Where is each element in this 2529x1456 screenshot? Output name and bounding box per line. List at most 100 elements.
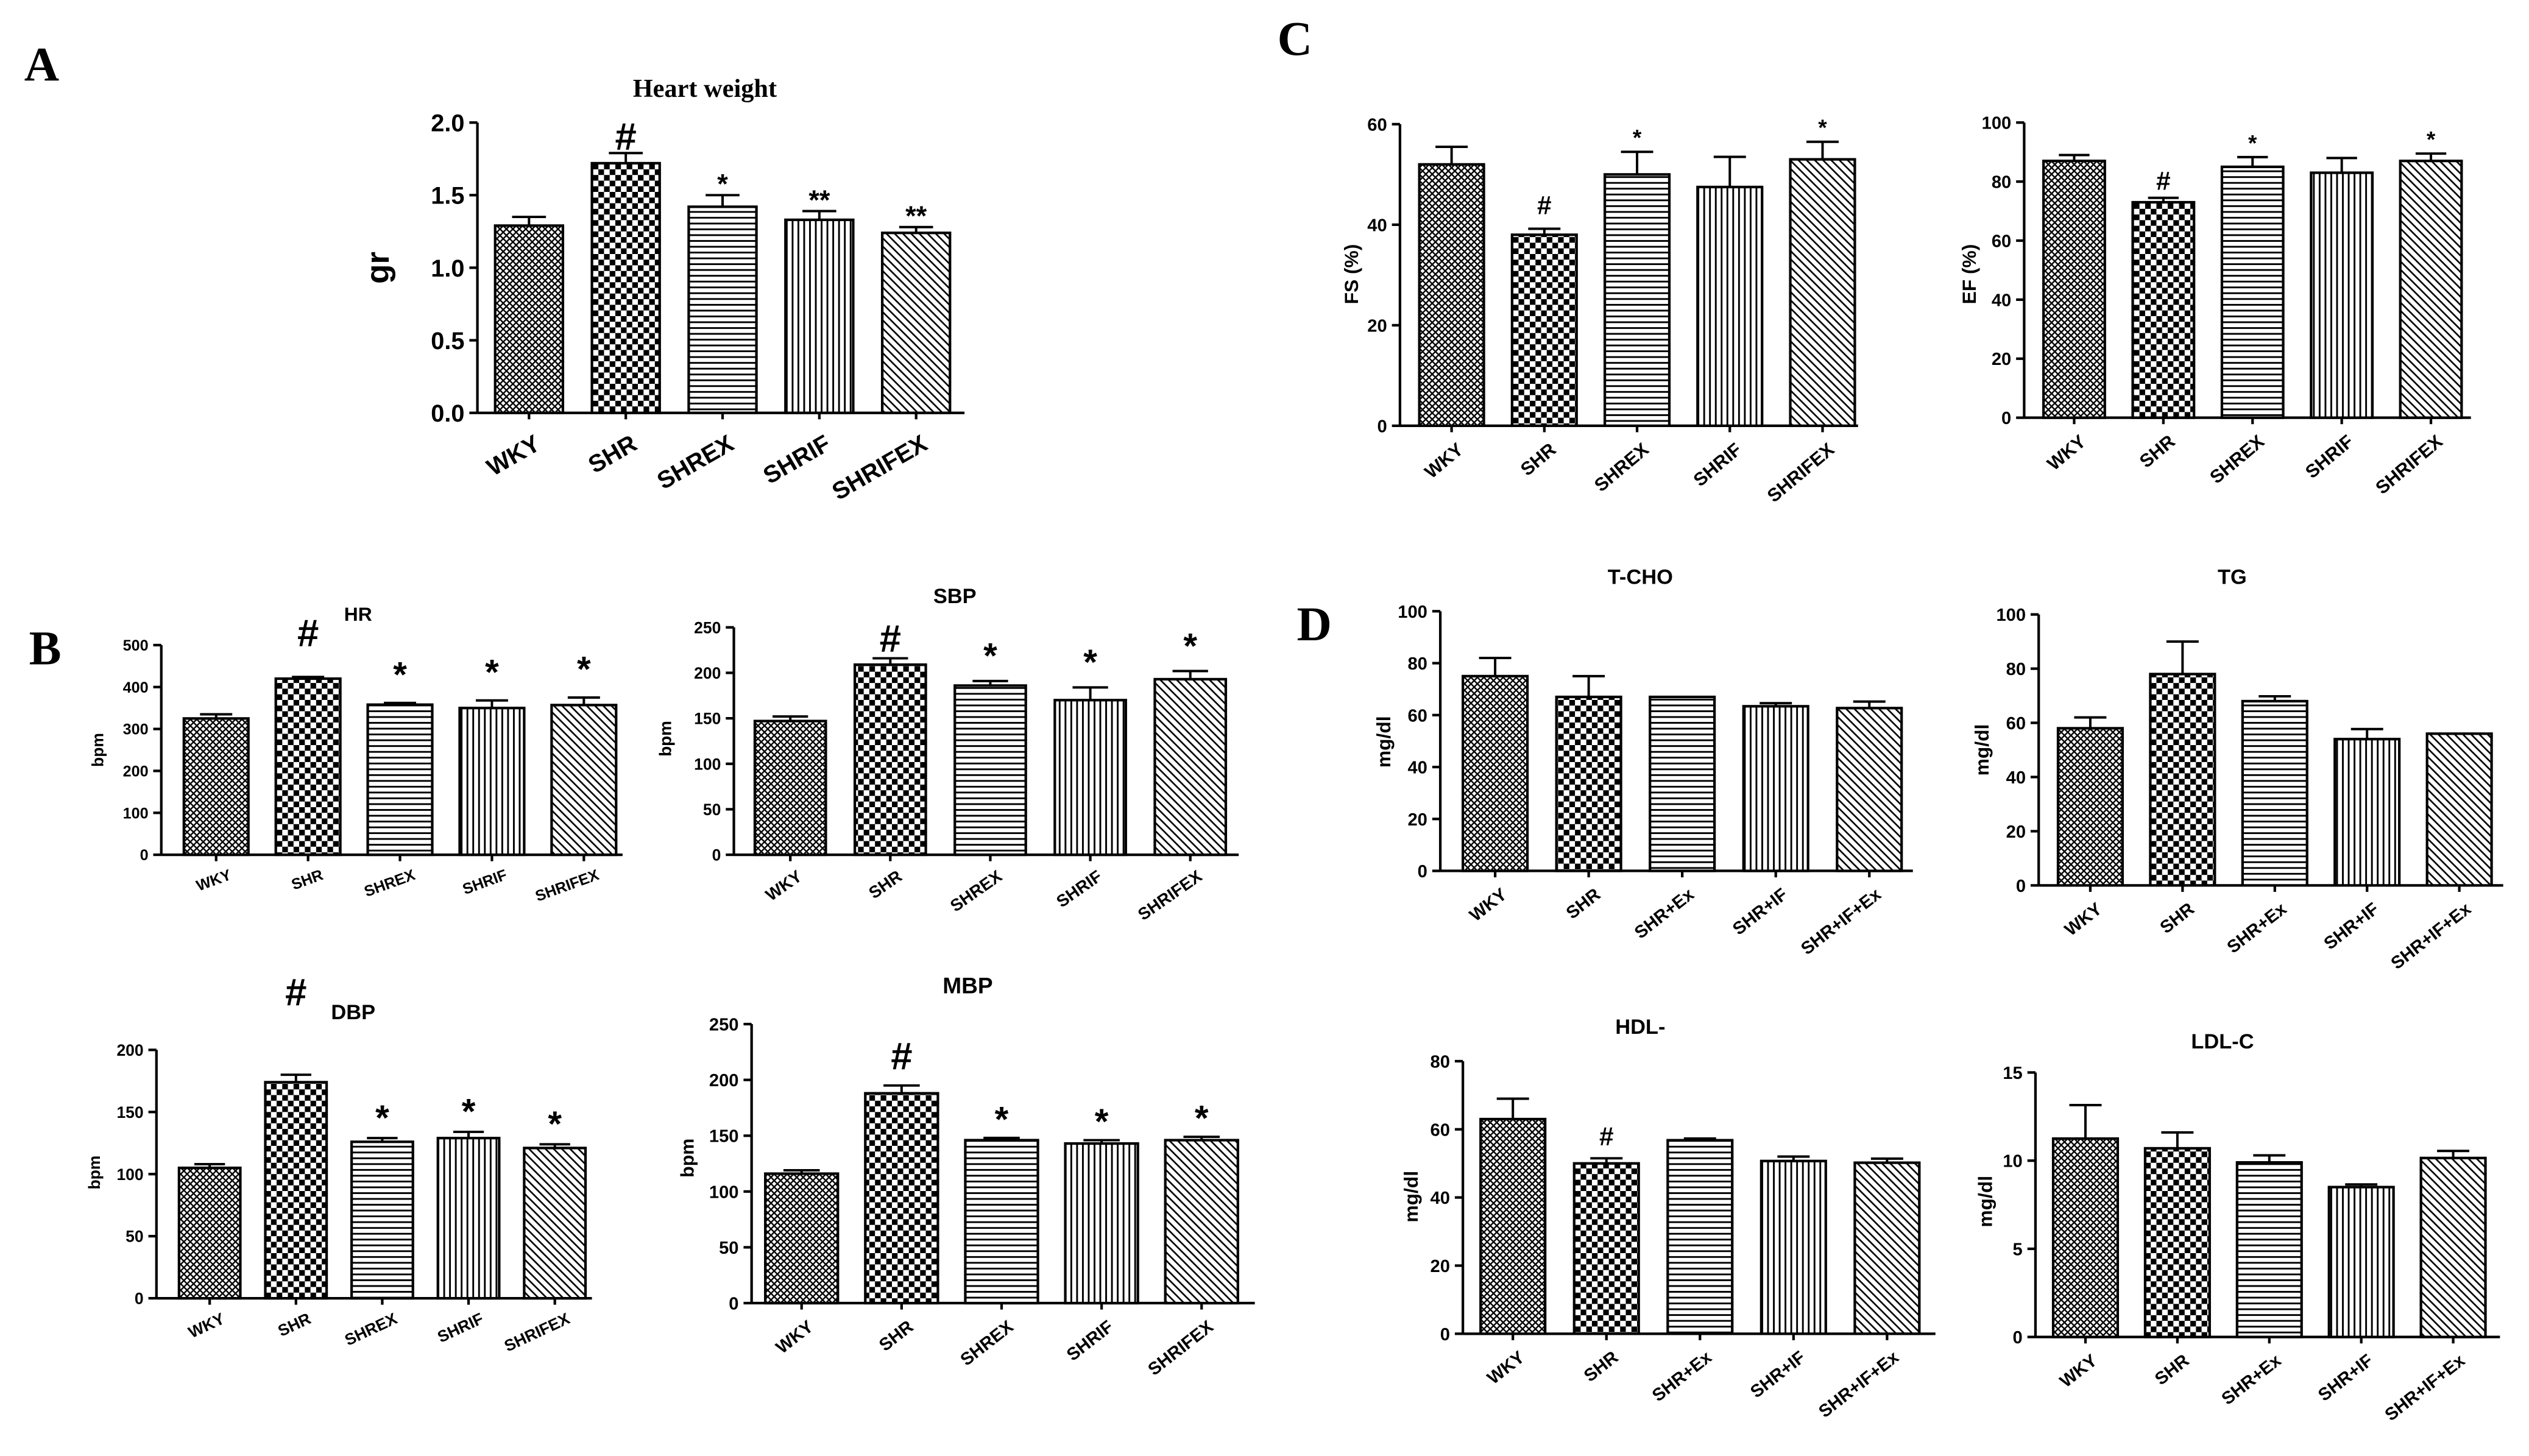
y-tick-label: 80 [2006, 660, 2026, 679]
bar-shrex [1603, 173, 1671, 428]
panel-label-c: C [1278, 12, 1312, 66]
chart-title: Heart weight [633, 74, 777, 103]
panel-label-a: A [24, 38, 59, 91]
error-bar [1528, 227, 1561, 235]
chart-title: DBP [331, 1001, 375, 1024]
error-bar [567, 696, 600, 705]
error-bar [512, 216, 546, 226]
error-bar [1590, 1157, 1623, 1164]
significance-mark: * [2427, 126, 2436, 152]
bar-shrif [1696, 185, 1764, 428]
error-bar [2350, 727, 2383, 740]
y-tick-label: 80 [1992, 173, 2011, 193]
bar-shrif [1053, 699, 1127, 857]
significance-mark: * [393, 655, 407, 694]
y-tick-label: 400 [123, 679, 149, 696]
y-tick-label: 60 [1407, 706, 1427, 726]
y-axis-label: FS (%) [1340, 244, 1362, 305]
chart-title: SBP [933, 585, 977, 608]
bar-shrifex [2399, 160, 2463, 419]
error-bar [453, 1130, 484, 1139]
error-bar [872, 657, 908, 665]
bar-shrex [687, 205, 758, 414]
error-bar [2166, 640, 2199, 674]
bar-wky [753, 719, 827, 857]
error-bar [1172, 670, 1208, 679]
bar-shr [1555, 695, 1622, 872]
bar-shr-if [2327, 1186, 2395, 1338]
y-tick-label: 200 [709, 1071, 739, 1090]
y-tick-label: 0 [2016, 877, 2026, 896]
significance-mark: # [1537, 191, 1552, 220]
bar-shr [2149, 673, 2216, 887]
y-tick-label: 0 [1440, 1325, 1450, 1345]
chart-title: MBP [943, 973, 992, 998]
bar-shrex [350, 1140, 414, 1300]
y-tick-label: 1.5 [431, 183, 464, 210]
y-tick-label: 20 [1407, 810, 1427, 830]
bar-shrif [784, 218, 855, 414]
bar-shr-if [1760, 1159, 1827, 1335]
error-bar [2253, 1154, 2286, 1163]
bar-shr-if [2333, 738, 2401, 887]
y-axis-label: gr [360, 252, 396, 284]
bar-wky [493, 224, 565, 414]
chart-title: HDL- [1615, 1016, 1665, 1039]
error-bar [2437, 1150, 2470, 1158]
y-tick-label: 80 [1431, 1052, 1450, 1072]
error-bar [1072, 686, 1108, 701]
significance-mark: # [1599, 1122, 1614, 1151]
significance-mark: # [297, 612, 319, 655]
y-tick-label: 100 [1398, 603, 1427, 622]
significance-mark: ** [808, 185, 830, 216]
significance-mark: ** [905, 200, 927, 231]
y-tick-label: 20 [1992, 350, 2011, 369]
y-tick-label: 0.0 [431, 400, 464, 427]
y-tick-label: 250 [709, 1016, 739, 1035]
bar-shrex [953, 684, 1027, 857]
y-tick-label: 0 [1418, 862, 1427, 882]
error-bar [1777, 1155, 1810, 1161]
significance-mark: * [1095, 1102, 1109, 1142]
error-bar [1496, 1097, 1529, 1120]
bar-wky [1462, 674, 1529, 872]
error-bar [475, 699, 508, 709]
y-tick-label: 20 [1431, 1257, 1450, 1276]
bar-wky [2051, 1137, 2120, 1338]
y-axis-label: EF (%) [1958, 244, 1980, 305]
error-bar [783, 1169, 820, 1174]
significance-mark: * [1183, 626, 1197, 666]
error-bar [802, 210, 837, 220]
bar-shrif [1064, 1142, 1139, 1305]
y-tick-label: 60 [1992, 231, 2011, 251]
chart-title: HR [344, 603, 372, 625]
error-bar [1853, 700, 1886, 709]
bar-shrex [2220, 165, 2285, 419]
error-bar [972, 679, 1008, 686]
error-bar [1760, 702, 1792, 707]
y-tick-label: 150 [116, 1103, 143, 1122]
error-bar [2069, 1104, 2102, 1139]
bar-wky [764, 1172, 840, 1305]
bar-wky [2042, 160, 2106, 419]
y-tick-label: 20 [2006, 822, 2026, 842]
bar-shr [1510, 233, 1578, 428]
significance-mark: # [285, 970, 306, 1014]
error-bar [2059, 154, 2090, 161]
y-axis-label: bpm [656, 721, 674, 757]
error-bar [899, 225, 933, 233]
significance-mark: * [983, 637, 997, 676]
error-bar [1806, 140, 1839, 160]
error-bar [200, 713, 233, 719]
y-tick-label: 150 [709, 1127, 739, 1147]
bar-shr-if-ex [2425, 732, 2493, 887]
significance-mark: * [1195, 1098, 1209, 1138]
error-bar [2161, 1131, 2194, 1148]
y-tick-label: 100 [1982, 114, 2012, 133]
y-tick-label: 40 [1367, 216, 1387, 235]
y-tick-label: 60 [1367, 115, 1387, 135]
y-tick-label: 0.5 [431, 328, 464, 355]
bar-wky [1418, 163, 1485, 428]
